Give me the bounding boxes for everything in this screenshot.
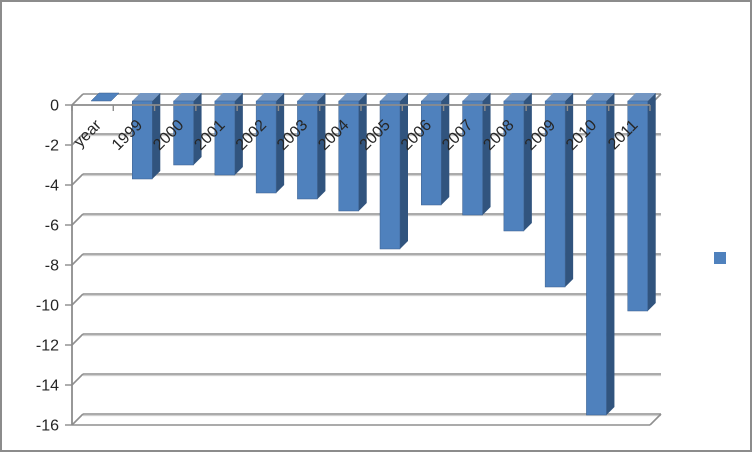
bar-2008[interactable] [503, 100, 525, 232]
bar-side-face-2000 [193, 93, 202, 165]
y-axis-label--6: -6 [45, 218, 59, 235]
bar-side-face-1999 [152, 93, 161, 179]
bar-2010[interactable] [586, 100, 607, 416]
plot-floor-right-edge [649, 413, 662, 426]
plot-ceiling-left-edge [71, 93, 84, 106]
bar-top-face-2000 [173, 93, 202, 101]
bar-top-face-2004 [338, 93, 367, 101]
y-axis-label--2: -2 [45, 138, 59, 155]
bar-side-face-2002 [276, 93, 285, 193]
bar-2004[interactable] [338, 100, 359, 212]
bar-top-face-2007 [462, 93, 491, 101]
bar-top-face-2006 [421, 93, 450, 101]
bar-1999[interactable] [132, 100, 153, 180]
y-axis-label--12: -12 [36, 338, 59, 355]
y-axis-label-0: 0 [50, 98, 59, 115]
bar-top-face-2008 [503, 93, 532, 101]
bar-side-face-2008 [523, 93, 532, 231]
bar-side-face-2011 [647, 93, 656, 311]
bar-top-face-2010 [586, 93, 615, 101]
bar-2009[interactable] [544, 100, 566, 288]
bar-2006[interactable] [421, 100, 442, 206]
bar-side-face-2003 [317, 93, 326, 199]
y-axis-label--16: -16 [36, 418, 59, 435]
gridline-depth-edge [71, 333, 84, 346]
gridline-depth-edge [71, 173, 84, 186]
bar-top-face-2002 [256, 93, 285, 101]
gridline-depth-edge [71, 413, 84, 426]
gridline-depth-edge [71, 213, 84, 226]
bar-top-face-1999 [132, 93, 161, 101]
bar-side-face-2007 [482, 93, 491, 215]
bar-2005[interactable] [379, 100, 401, 250]
bar-2002[interactable] [255, 100, 277, 194]
bar-2011[interactable] [627, 100, 648, 312]
y-axis-label--4: -4 [45, 178, 59, 195]
bar-2003[interactable] [297, 100, 318, 200]
y-axis-label--10: -10 [36, 298, 59, 315]
bar-2007[interactable] [462, 100, 483, 216]
bar-side-face-2010 [606, 93, 615, 415]
bar-2001[interactable] [214, 100, 236, 176]
gridline-depth-edge [71, 293, 84, 306]
gridline-depth-edge [71, 133, 84, 146]
bar-top-face-2011 [627, 93, 656, 101]
legend-marker[interactable] [714, 252, 726, 264]
bar-2000[interactable] [173, 100, 194, 166]
gridline-depth-edge [71, 373, 84, 386]
bar-top-face-2001 [214, 93, 243, 101]
bar-side-face-2006 [441, 93, 450, 205]
bar-side-face-2004 [358, 93, 367, 211]
y-axis-label--8: -8 [45, 258, 59, 275]
bar-top-face-2009 [545, 93, 574, 101]
bar-side-face-2001 [234, 93, 243, 175]
gridline-depth-edge [71, 253, 84, 266]
bar-top-face-2003 [297, 93, 326, 101]
bar-side-face-2009 [565, 93, 574, 287]
y-axis-label--14: -14 [36, 378, 59, 395]
bar-side-face-2005 [400, 93, 408, 249]
bar-year[interactable] [90, 92, 120, 102]
bar-top-face-2005 [380, 93, 408, 101]
